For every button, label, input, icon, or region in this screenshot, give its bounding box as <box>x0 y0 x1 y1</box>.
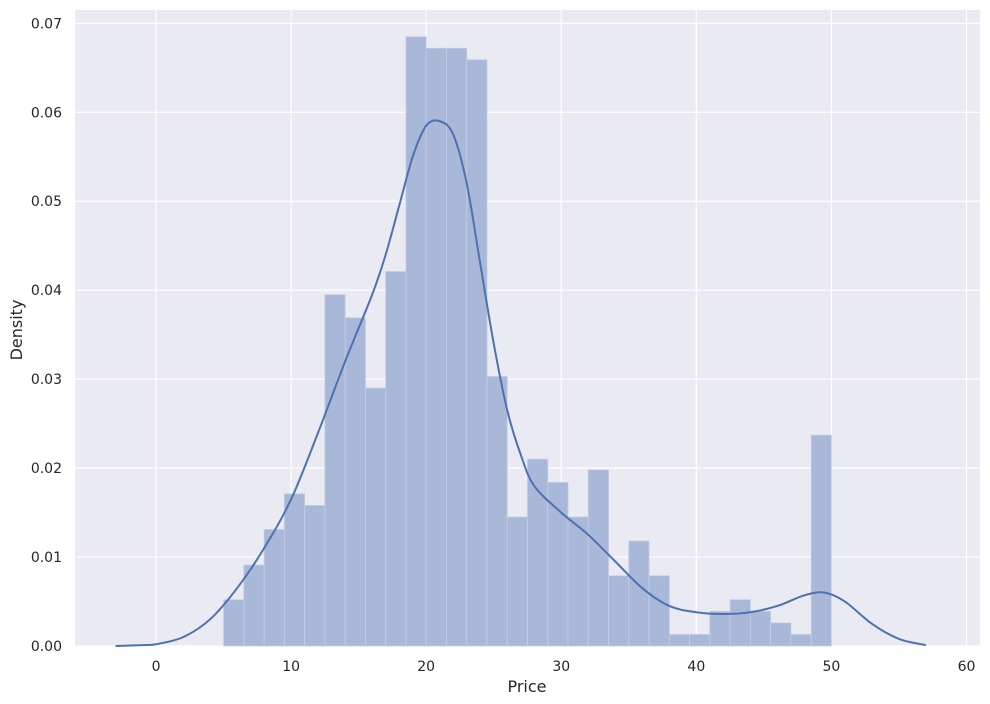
y-tick-label: 0.05 <box>31 194 62 210</box>
kde-curve <box>115 119 927 647</box>
y-axis-label: Density <box>7 300 26 361</box>
y-tick-label: 0.07 <box>31 16 62 32</box>
y-tick-labels: 0.00 0.01 0.02 0.03 0.04 0.05 0.06 0.07 <box>31 16 62 655</box>
x-tick-label: 10 <box>282 659 300 675</box>
y-tick-label: 0.02 <box>31 461 62 477</box>
histogram-bar <box>263 529 285 647</box>
x-tick-label: 50 <box>823 659 841 675</box>
histogram-bar <box>506 516 528 647</box>
histogram-bar <box>283 493 306 647</box>
kde-curve-group <box>115 119 927 647</box>
histogram-bar <box>243 564 265 647</box>
x-tick-label: 20 <box>417 659 435 675</box>
y-tick-label: 0.01 <box>31 550 62 566</box>
histogram-bar <box>668 634 690 647</box>
histogram-bar <box>749 610 772 647</box>
x-axis-label: Price <box>507 677 546 696</box>
y-tick-label: 0.04 <box>31 283 62 299</box>
histogram-bar <box>344 317 366 647</box>
histogram-bar <box>425 47 447 647</box>
histogram-bar <box>466 59 488 647</box>
histogram-bar <box>567 516 589 647</box>
histogram-bar <box>790 634 812 647</box>
histogram-bar <box>729 599 751 647</box>
y-tick-label: 0.06 <box>31 105 62 121</box>
histogram-bar <box>608 575 630 647</box>
histogram-bar <box>446 47 468 647</box>
y-tick-label: 0.00 <box>31 639 62 655</box>
histogram-bar <box>365 387 387 647</box>
x-tick-labels: 0 10 20 30 40 50 60 <box>152 659 976 675</box>
histogram-bar <box>405 36 427 647</box>
histogram-bar <box>486 376 508 647</box>
histogram-bar <box>689 634 711 647</box>
x-tick-label: 30 <box>552 659 570 675</box>
histogram-bar <box>324 294 346 647</box>
histogram-bar <box>527 458 549 647</box>
histogram-bar <box>304 505 326 647</box>
x-tick-label: 60 <box>958 659 976 675</box>
x-tick-label: 0 <box>152 659 161 675</box>
histogram-bar <box>770 622 792 647</box>
x-tick-label: 40 <box>687 659 705 675</box>
histogram-bar <box>385 271 407 647</box>
histogram-bar <box>648 575 670 647</box>
histogram-bar <box>709 610 731 647</box>
y-tick-label: 0.03 <box>31 372 62 388</box>
histogram-bar <box>547 481 569 647</box>
histogram-bars <box>223 36 832 647</box>
histogram-bar <box>587 469 609 647</box>
histogram-bar <box>810 434 832 647</box>
histogram-bar <box>628 540 650 647</box>
histogram-bar <box>223 599 245 647</box>
